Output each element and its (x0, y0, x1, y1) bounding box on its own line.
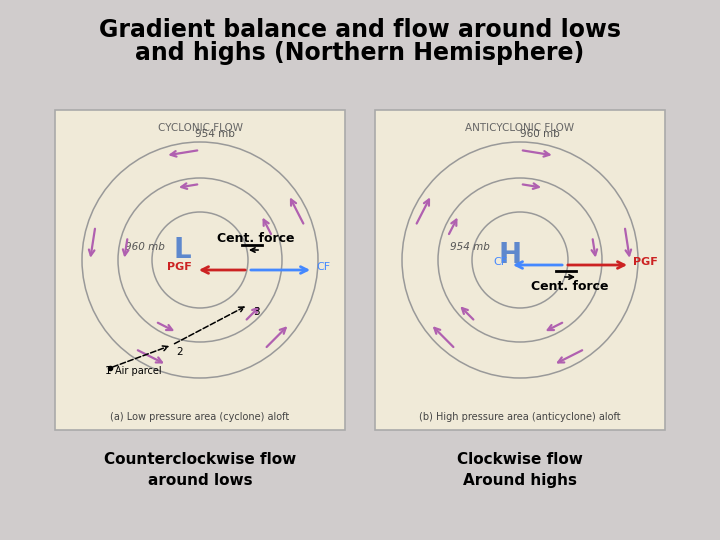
Text: Counterclockwise flow
around lows: Counterclockwise flow around lows (104, 452, 296, 488)
Text: Gradient balance and flow around lows: Gradient balance and flow around lows (99, 18, 621, 42)
Text: 2: 2 (176, 347, 184, 357)
Text: Cent. force: Cent. force (531, 280, 608, 294)
Text: and highs (Northern Hemisphere): and highs (Northern Hemisphere) (135, 41, 585, 65)
Text: Clockwise flow
Around highs: Clockwise flow Around highs (457, 452, 583, 488)
Text: CYCLONIC FLOW: CYCLONIC FLOW (158, 123, 243, 133)
Text: 960 mb: 960 mb (520, 129, 560, 139)
Text: 954 mb: 954 mb (450, 242, 490, 252)
Text: 1: 1 (104, 366, 112, 376)
Text: Air parcel: Air parcel (115, 366, 161, 376)
Text: 960 mb: 960 mb (125, 242, 165, 252)
Text: Cent. force: Cent. force (217, 232, 294, 245)
Text: (a) Low pressure area (cyclone) aloft: (a) Low pressure area (cyclone) aloft (110, 412, 289, 422)
Text: CF: CF (493, 257, 507, 267)
Text: ANTICYCLONIC FLOW: ANTICYCLONIC FLOW (465, 123, 575, 133)
Text: H: H (498, 241, 521, 269)
Text: (b) High pressure area (anticyclone) aloft: (b) High pressure area (anticyclone) alo… (419, 412, 621, 422)
Text: 3: 3 (253, 307, 259, 317)
Text: PGF: PGF (167, 262, 192, 272)
Text: PGF: PGF (633, 257, 658, 267)
Text: CF: CF (316, 262, 330, 272)
Bar (55, 110, 345, 430)
Text: L: L (174, 236, 191, 264)
Text: 954 mb: 954 mb (195, 129, 235, 139)
Bar (375, 110, 665, 430)
